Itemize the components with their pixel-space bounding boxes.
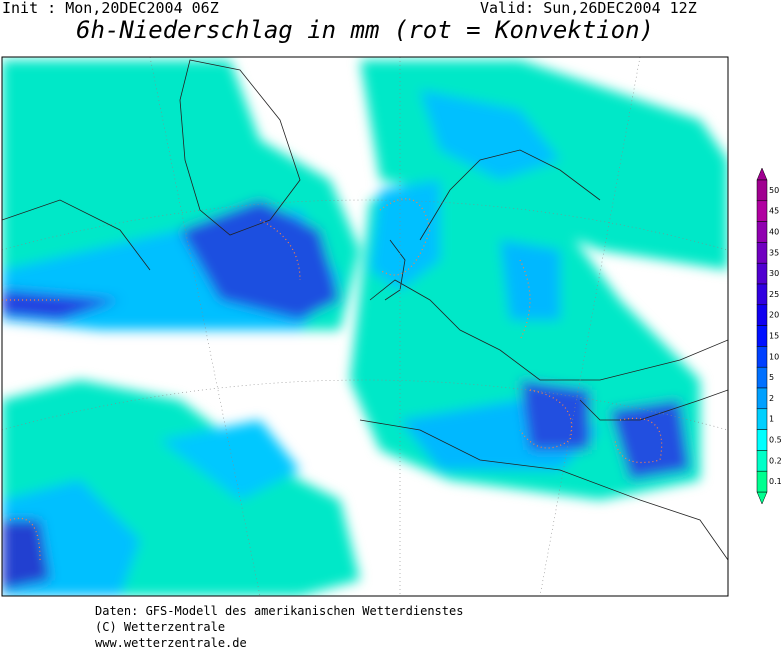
colorbar-swatch [756, 283, 768, 306]
colorbar-swatch [756, 429, 768, 451]
colorbar-swatch [756, 325, 768, 347]
colorbar-label: 2 [769, 394, 774, 403]
colorbar-cap [756, 491, 768, 505]
valid-time: Valid: Sun,26DEC2004 12Z [480, 0, 697, 17]
map [2, 57, 728, 596]
footer-line: (C) Wetterzentrale [95, 620, 225, 634]
colorbar-cap [756, 167, 768, 181]
colorbar-swatch [756, 346, 768, 368]
colorbar-swatch [756, 470, 768, 493]
colorbar-label: 50 [769, 186, 779, 195]
colorbar-swatch [756, 408, 768, 430]
colorbar-label: 30 [769, 269, 779, 278]
colorbar-swatch [756, 179, 768, 202]
footer-line: www.wetterzentrale.de [95, 636, 247, 648]
colorbar-swatch [756, 450, 768, 472]
colorbar-label: 25 [769, 290, 779, 299]
colorbar-swatch [756, 200, 768, 222]
colorbar-label: 20 [769, 311, 779, 320]
colorbar-swatch [756, 242, 768, 264]
colorbar-label: 0.1 [769, 477, 781, 486]
colorbar-label: 35 [769, 248, 779, 257]
colorbar: 50 45 40 35 30 25 20 15 10 5 2 1 0.5 0.2 0.1 [756, 167, 781, 505]
colorbar-label: 45 [769, 207, 779, 216]
colorbar-label: 5 [769, 373, 774, 382]
colorbar-swatch [756, 304, 768, 326]
map-frame [1, 56, 729, 597]
colorbar-swatch [756, 221, 768, 243]
colorbar-swatch [756, 262, 768, 285]
colorbar-swatch [756, 366, 768, 389]
map-title: 6h-Niederschlag in mm (rot = Konvektion) [76, 16, 654, 44]
init-time: Init : Mon,20DEC2004 06Z [2, 0, 219, 17]
colorbar-label: 40 [769, 228, 779, 237]
footer-line: Daten: GFS-Modell des amerikanischen Wet… [95, 604, 463, 618]
colorbar-swatch [756, 387, 768, 410]
colorbar-label: 0.2 [769, 456, 781, 465]
colorbar-label: 1 [769, 415, 774, 424]
colorbar-label: 15 [769, 332, 779, 341]
colorbar-label: 0.5 [769, 436, 781, 445]
colorbar-label: 10 [769, 352, 779, 361]
